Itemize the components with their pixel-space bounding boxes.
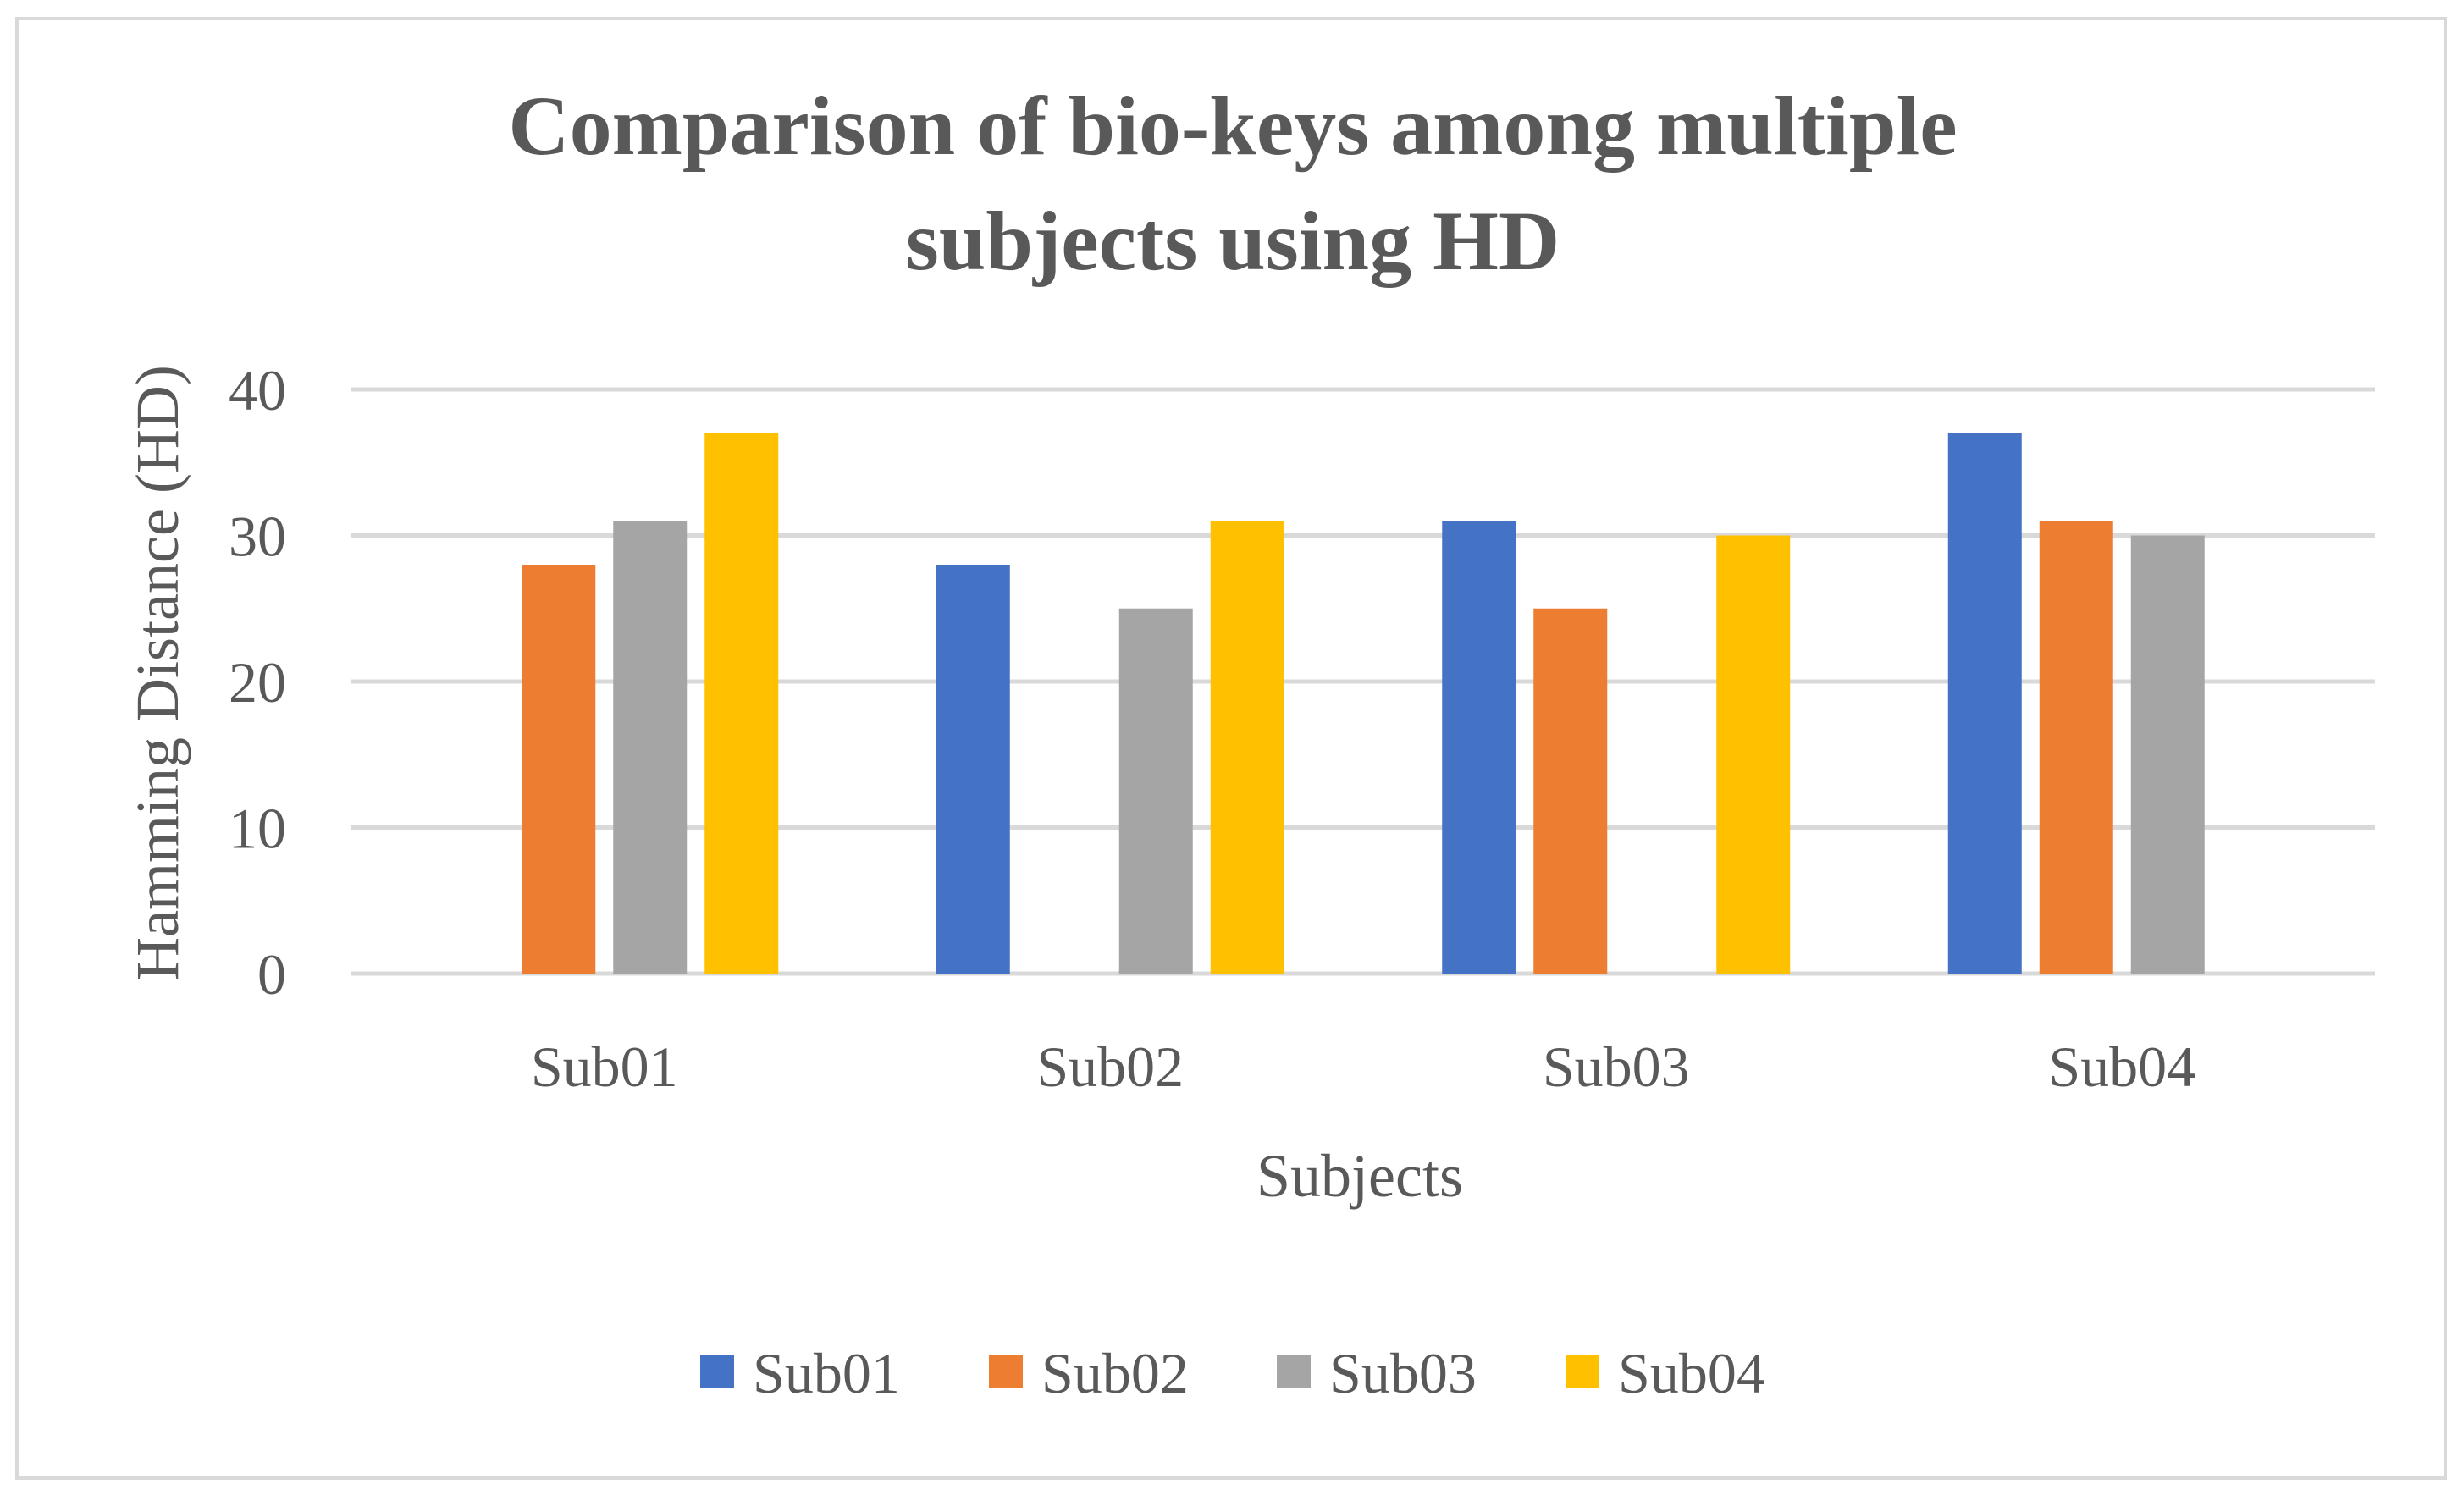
- bar-sub01-sub02: [522, 565, 596, 974]
- bar-sub02-sub01: [936, 565, 1010, 974]
- bar-sub04-sub02: [2039, 521, 2113, 974]
- legend-swatch-sub01: [700, 1355, 734, 1388]
- x-tick-label-sub03: Sub03: [1543, 1035, 1690, 1099]
- gridlines: [351, 387, 2375, 976]
- x-tick-label-sub01: Sub01: [531, 1035, 678, 1099]
- bar-sub03-sub04: [1716, 535, 1791, 974]
- bar-sub02-sub03: [1118, 608, 1193, 974]
- y-axis-label: Hamming Distance (HD): [124, 365, 191, 981]
- y-tick-label-30: 30: [229, 505, 286, 569]
- legend-swatch-sub03: [1277, 1355, 1311, 1388]
- y-tick-label-0: 0: [257, 942, 286, 1007]
- x-tick-label-sub04: Sub04: [2048, 1035, 2195, 1099]
- bar-sub03-sub01: [1442, 521, 1516, 974]
- y-tick-label-40: 40: [229, 358, 286, 422]
- legend: Sub01 Sub02 Sub03 Sub04: [700, 1341, 1765, 1405]
- legend-label-sub01: Sub01: [753, 1341, 900, 1405]
- x-tick-label-sub02: Sub02: [1036, 1035, 1184, 1099]
- bars: [522, 433, 2205, 974]
- y-tick-label-20: 20: [229, 650, 286, 715]
- legend-swatch-sub02: [989, 1355, 1023, 1388]
- bar-sub01-sub04: [704, 433, 779, 974]
- legend-label-sub02: Sub02: [1041, 1341, 1189, 1405]
- bar-sub03-sub02: [1533, 608, 1608, 974]
- chart-title-line-2: subjects using HD: [906, 194, 1560, 288]
- legend-swatch-sub04: [1566, 1355, 1599, 1388]
- bar-sub02-sub04: [1210, 521, 1284, 974]
- legend-label-sub03: Sub03: [1329, 1341, 1477, 1405]
- y-axis-tick-labels: 0 10 20 30 40: [229, 358, 286, 1007]
- bar-sub04-sub01: [1947, 433, 2022, 974]
- y-tick-label-10: 10: [229, 797, 286, 861]
- chart-title-line-1: Comparison of bio-keys among multiple: [508, 79, 1957, 173]
- bar-sub01-sub03: [613, 521, 688, 974]
- x-axis-label: Subjects: [1256, 1142, 1463, 1210]
- legend-label-sub04: Sub04: [1618, 1341, 1765, 1405]
- x-axis-tick-labels: Sub01 Sub02 Sub03 Sub04: [531, 1035, 2195, 1099]
- bar-sub04-sub03: [2130, 535, 2205, 974]
